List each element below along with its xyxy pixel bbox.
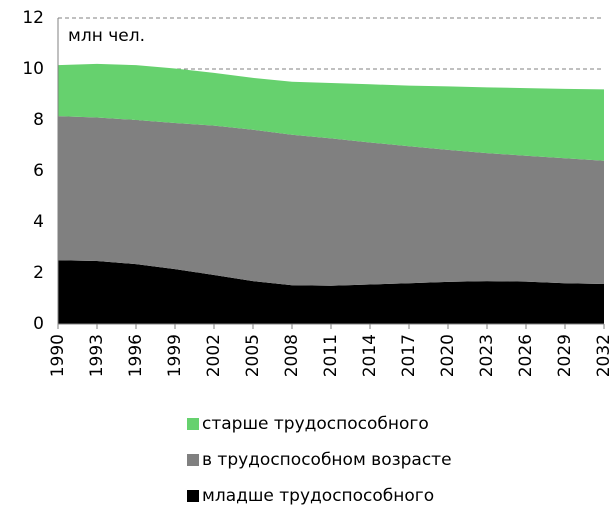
x-tick-label: 2005 <box>243 334 263 377</box>
legend-label: младше трудоспособного <box>202 486 434 506</box>
area <box>58 260 604 324</box>
y-tick-label: 0 <box>33 314 44 334</box>
x-tick-label: 2011 <box>321 334 341 377</box>
x-tick-label: 2032 <box>594 334 613 377</box>
area <box>58 63 604 161</box>
x-tick-label: 2029 <box>555 334 575 377</box>
y-tick-label: 8 <box>33 110 44 130</box>
x-tick-label: 2017 <box>399 334 419 377</box>
x-tick-label: 2002 <box>204 334 224 377</box>
x-tick-label: 1996 <box>126 334 146 377</box>
legend-swatch <box>187 454 199 466</box>
x-tick-label: 2020 <box>438 334 458 377</box>
x-tick-label: 2008 <box>282 334 302 377</box>
legend-swatch <box>187 490 199 502</box>
x-tick-label: 1993 <box>87 334 107 377</box>
x-tick-label: 2026 <box>516 334 536 377</box>
y-tick-label: 10 <box>22 59 44 79</box>
x-tick-label: 1990 <box>48 334 68 377</box>
legend-label: старше трудоспособного <box>202 414 429 434</box>
area <box>58 116 604 286</box>
y-tick-label: 12 <box>22 8 44 28</box>
unit-annotation: млн чел. <box>68 26 145 46</box>
y-tick-label: 4 <box>33 212 44 232</box>
x-tick-label: 2023 <box>477 334 497 377</box>
y-tick-label: 2 <box>33 263 44 283</box>
y-tick-label: 6 <box>33 161 44 181</box>
legend-label: в трудоспособном возрасте <box>202 450 452 470</box>
x-tick-label: 1999 <box>165 334 185 377</box>
x-tick-label: 2014 <box>360 334 380 377</box>
legend-swatch <box>187 418 199 430</box>
